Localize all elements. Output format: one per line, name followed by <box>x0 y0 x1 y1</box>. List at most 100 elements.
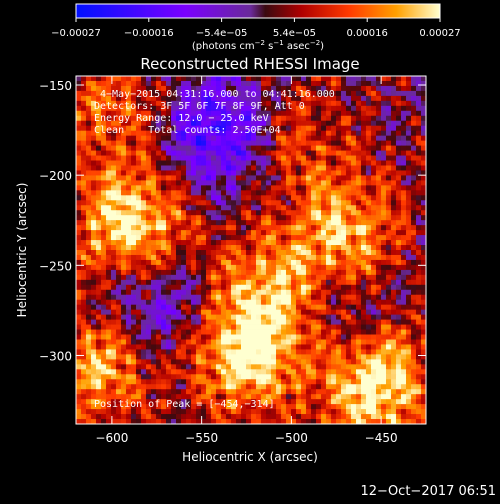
heatmap-cell <box>386 180 392 186</box>
heatmap-cell <box>181 250 187 256</box>
heatmap-cell <box>381 235 387 241</box>
heatmap-cell <box>256 299 262 306</box>
heatmap-cell <box>311 120 317 127</box>
heatmap-cell <box>241 135 247 142</box>
heatmap-cell <box>101 264 107 271</box>
heatmap-cell <box>376 80 382 87</box>
heatmap-cell <box>346 155 352 161</box>
heatmap-cell <box>186 155 192 161</box>
heatmap-cell <box>381 240 387 246</box>
heatmap-cell <box>306 304 312 311</box>
heatmap-cell <box>281 344 287 350</box>
heatmap-cell <box>261 155 267 161</box>
heatmap-cell <box>121 95 127 102</box>
heatmap-cell <box>116 334 122 340</box>
heatmap-cell <box>371 324 377 330</box>
heatmap-cell <box>421 135 426 142</box>
heatmap-cell <box>286 304 292 311</box>
heatmap-cell <box>166 130 172 137</box>
heatmap-cell <box>256 140 262 146</box>
heatmap-cell <box>256 215 262 221</box>
heatmap-cell <box>111 115 117 122</box>
heatmap-cell <box>331 339 337 345</box>
heatmap-cell <box>141 80 147 87</box>
heatmap-cell <box>76 259 82 266</box>
heatmap-cell <box>396 200 402 206</box>
heatmap-cell <box>261 225 267 231</box>
heatmap-cell <box>311 274 317 281</box>
plot-frame <box>75 75 427 425</box>
heatmap-cell <box>221 299 227 306</box>
heatmap-cell <box>96 409 102 415</box>
heatmap-cell <box>276 190 282 196</box>
heatmap-cell <box>276 334 282 340</box>
heatmap-cell <box>311 349 317 355</box>
heatmap-cell <box>151 274 157 281</box>
heatmap-cell <box>356 225 362 231</box>
heatmap-cell <box>106 245 112 251</box>
heatmap-cell <box>321 245 327 251</box>
heatmap-cell <box>351 245 357 251</box>
heatmap-cell <box>291 404 297 410</box>
heatmap-cell <box>311 110 317 117</box>
heatmap-cell <box>421 309 426 316</box>
heatmap-cell <box>266 155 272 161</box>
heatmap-cell <box>81 85 87 92</box>
heatmap-cell <box>261 195 267 201</box>
heatmap-cell <box>216 185 222 191</box>
heatmap-cell <box>136 76 142 82</box>
heatmap-cell <box>126 215 132 221</box>
heatmap-cell <box>381 379 387 385</box>
heatmap-cell <box>361 399 367 405</box>
heatmap-cell <box>276 384 282 390</box>
heatmap-cell <box>101 190 107 196</box>
heatmap-cell <box>171 419 177 424</box>
heatmap-cell <box>271 299 277 306</box>
heatmap-cell <box>421 105 426 112</box>
heatmap-cell <box>201 170 207 176</box>
heatmap-cell <box>326 100 332 107</box>
heatmap-cell <box>316 294 322 301</box>
heatmap-cell <box>176 404 182 410</box>
heatmap-cell <box>226 419 232 424</box>
heatmap-cell <box>86 334 92 340</box>
heatmap-cell <box>341 269 347 276</box>
heatmap-cell <box>126 240 132 246</box>
heatmap-cell <box>296 135 302 142</box>
heatmap-cell <box>416 394 422 400</box>
heatmap-cell <box>331 369 337 375</box>
heatmap-cell <box>226 399 232 405</box>
heatmap-cell <box>366 210 372 216</box>
heatmap-cell <box>351 190 357 196</box>
heatmap-cell <box>421 190 426 196</box>
heatmap-cell <box>421 334 426 340</box>
heatmap-cell <box>341 299 347 306</box>
heatmap-cell <box>286 215 292 221</box>
heatmap-cell <box>186 299 192 306</box>
heatmap-cell <box>76 389 82 395</box>
heatmap-cell <box>186 110 192 117</box>
heatmap-cell <box>151 414 157 420</box>
heatmap-cell <box>91 374 97 380</box>
heatmap-cell <box>141 419 147 424</box>
heatmap-cell <box>356 165 362 171</box>
heatmap-cell <box>161 130 167 137</box>
heatmap-cell <box>161 150 167 156</box>
heatmap-cell <box>181 319 187 325</box>
heatmap-cell <box>176 294 182 301</box>
heatmap-cell <box>406 230 412 236</box>
heatmap-cell <box>336 259 342 266</box>
heatmap-cell <box>256 95 262 102</box>
heatmap-cell <box>126 95 132 102</box>
heatmap-cell <box>156 95 162 102</box>
heatmap-cell <box>166 279 172 286</box>
heatmap-cell <box>391 76 397 82</box>
heatmap-cell <box>221 399 227 405</box>
heatmap-cell <box>371 135 377 142</box>
heatmap-cell <box>111 80 117 87</box>
heatmap-cell <box>286 230 292 236</box>
heatmap-cell <box>291 185 297 191</box>
heatmap-cell <box>101 259 107 266</box>
heatmap-cell <box>211 85 217 92</box>
heatmap-cell <box>336 399 342 405</box>
